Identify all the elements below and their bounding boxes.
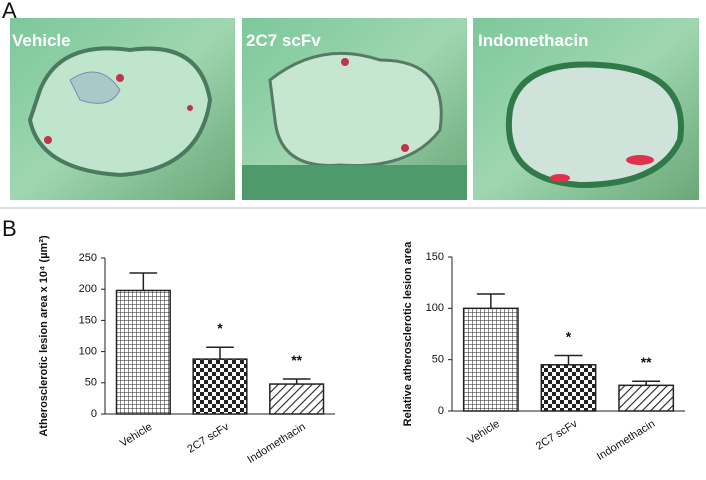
y-axis-label: Atherosclerotic lesion area x 10⁴ (µm²) <box>38 235 50 437</box>
histology-image <box>473 18 699 200</box>
significance-mark: ** <box>291 352 302 368</box>
significance-mark: ** <box>641 354 652 370</box>
x-tick-label: 2C7 scFv <box>185 421 231 456</box>
histology-image <box>242 18 467 200</box>
panel-label: B <box>2 216 17 241</box>
significance-mark: * <box>217 320 223 336</box>
bar <box>192 358 248 415</box>
image-label: 2C7 scFv <box>246 31 321 50</box>
panel-label: A <box>2 0 17 23</box>
y-tick-label: 250 <box>79 252 97 264</box>
y-tick-label: 150 <box>79 314 97 326</box>
y-tick-label: 200 <box>79 283 97 295</box>
bar <box>540 364 597 412</box>
y-tick-label: 100 <box>79 346 97 358</box>
y-tick-label: 100 <box>426 302 444 314</box>
y-tick-label: 0 <box>91 408 97 420</box>
y-axis-label: Relative atherosclerotic lesion area <box>402 241 414 427</box>
y-tick-label: 150 <box>426 251 444 263</box>
y-tick-label: 50 <box>432 354 444 366</box>
x-tick-label: Vehicle <box>466 418 502 447</box>
x-tick-label: 2C7 scFv <box>534 418 580 453</box>
bar <box>618 384 675 412</box>
x-tick-label: Vehicle <box>118 421 154 450</box>
bar <box>462 307 519 412</box>
bar <box>115 289 171 415</box>
significance-mark: * <box>566 328 572 344</box>
x-tick-label: Indomethacin <box>245 421 307 466</box>
image-label: Vehicle <box>12 31 71 50</box>
x-tick-label: Indomethacin <box>595 418 657 463</box>
histology-image <box>10 18 235 200</box>
y-tick-label: 0 <box>438 405 444 417</box>
bar <box>269 383 325 415</box>
y-tick-label: 50 <box>85 377 97 389</box>
image-label: Indomethacin <box>478 31 589 50</box>
